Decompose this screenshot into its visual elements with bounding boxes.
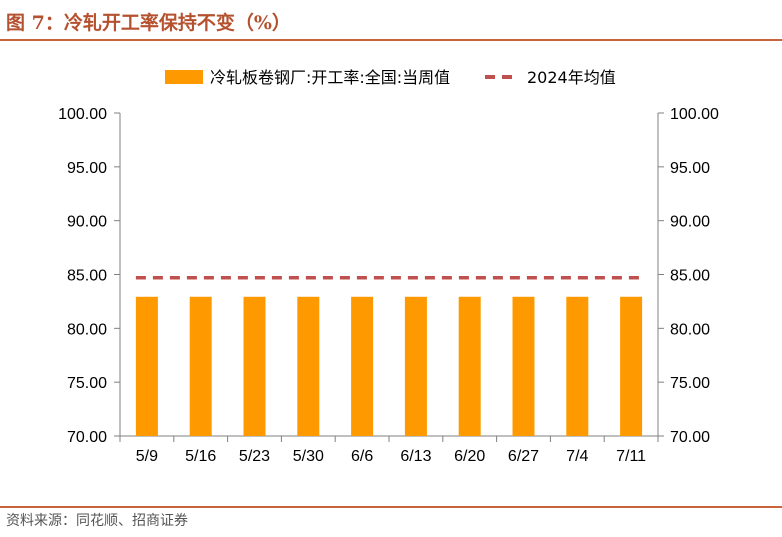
- y-tick-label-left: 80.00: [67, 321, 107, 338]
- y-tick-label-left: 75.00: [67, 375, 107, 392]
- legend-label-bar: 冷轧板卷钢厂:开工率:全国:当周值: [210, 68, 450, 87]
- x-tick-label: 5/23: [239, 448, 270, 465]
- bar: [189, 296, 212, 436]
- y-tick-label-right: 75.00: [670, 375, 710, 392]
- y-tick-label-right: 95.00: [670, 160, 710, 177]
- x-tick-label: 6/27: [508, 448, 539, 465]
- x-tick-label: 6/6: [351, 448, 373, 465]
- title-divider: [0, 39, 782, 41]
- bar: [620, 296, 643, 436]
- x-tick-label: 5/16: [185, 448, 216, 465]
- x-tick-label: 5/30: [293, 448, 324, 465]
- y-tick-label-right: 85.00: [670, 268, 710, 285]
- y-tick-label-left: 85.00: [67, 268, 107, 285]
- legend-swatch-bar: [165, 70, 203, 84]
- x-tick-label: 7/4: [566, 448, 588, 465]
- x-tick-label: 7/11: [616, 448, 646, 465]
- source-note: 资料来源：同花顺、招商证券: [6, 513, 188, 529]
- y-tick-label-left: 90.00: [67, 214, 107, 231]
- bar: [135, 296, 158, 436]
- chart-axes: 70.00 75.00 80.00 85.00 90.00 95.00 100.00 70.0…: [58, 106, 719, 465]
- figure-title: 图 7：冷轧开工率保持不变（%）: [6, 12, 291, 34]
- footer-divider: [0, 506, 782, 508]
- y-tick-label-right: 100.00: [670, 106, 719, 123]
- chart-legend: 冷轧板卷钢厂:开工率:全国:当周值 2024年均值: [165, 68, 616, 87]
- bar: [458, 296, 481, 436]
- x-tick-label: 6/20: [454, 448, 485, 465]
- bar: [297, 296, 320, 436]
- y-tick-label-left: 70.00: [67, 429, 107, 446]
- bar: [566, 296, 589, 436]
- y-tick-label-left: 95.00: [67, 160, 107, 177]
- bar: [351, 296, 374, 436]
- x-tick-label: 5/9: [136, 448, 158, 465]
- bar: [404, 296, 427, 436]
- legend-label-avg: 2024年均值: [527, 68, 616, 87]
- x-tick-label: 6/13: [400, 448, 431, 465]
- chart-bars: [135, 296, 643, 436]
- y-tick-label-left: 100.00: [58, 106, 107, 123]
- y-tick-label-right: 70.00: [670, 429, 710, 446]
- bar: [512, 296, 535, 436]
- bar: [243, 296, 266, 436]
- y-tick-label-right: 80.00: [670, 321, 710, 338]
- y-tick-label-right: 90.00: [670, 214, 710, 231]
